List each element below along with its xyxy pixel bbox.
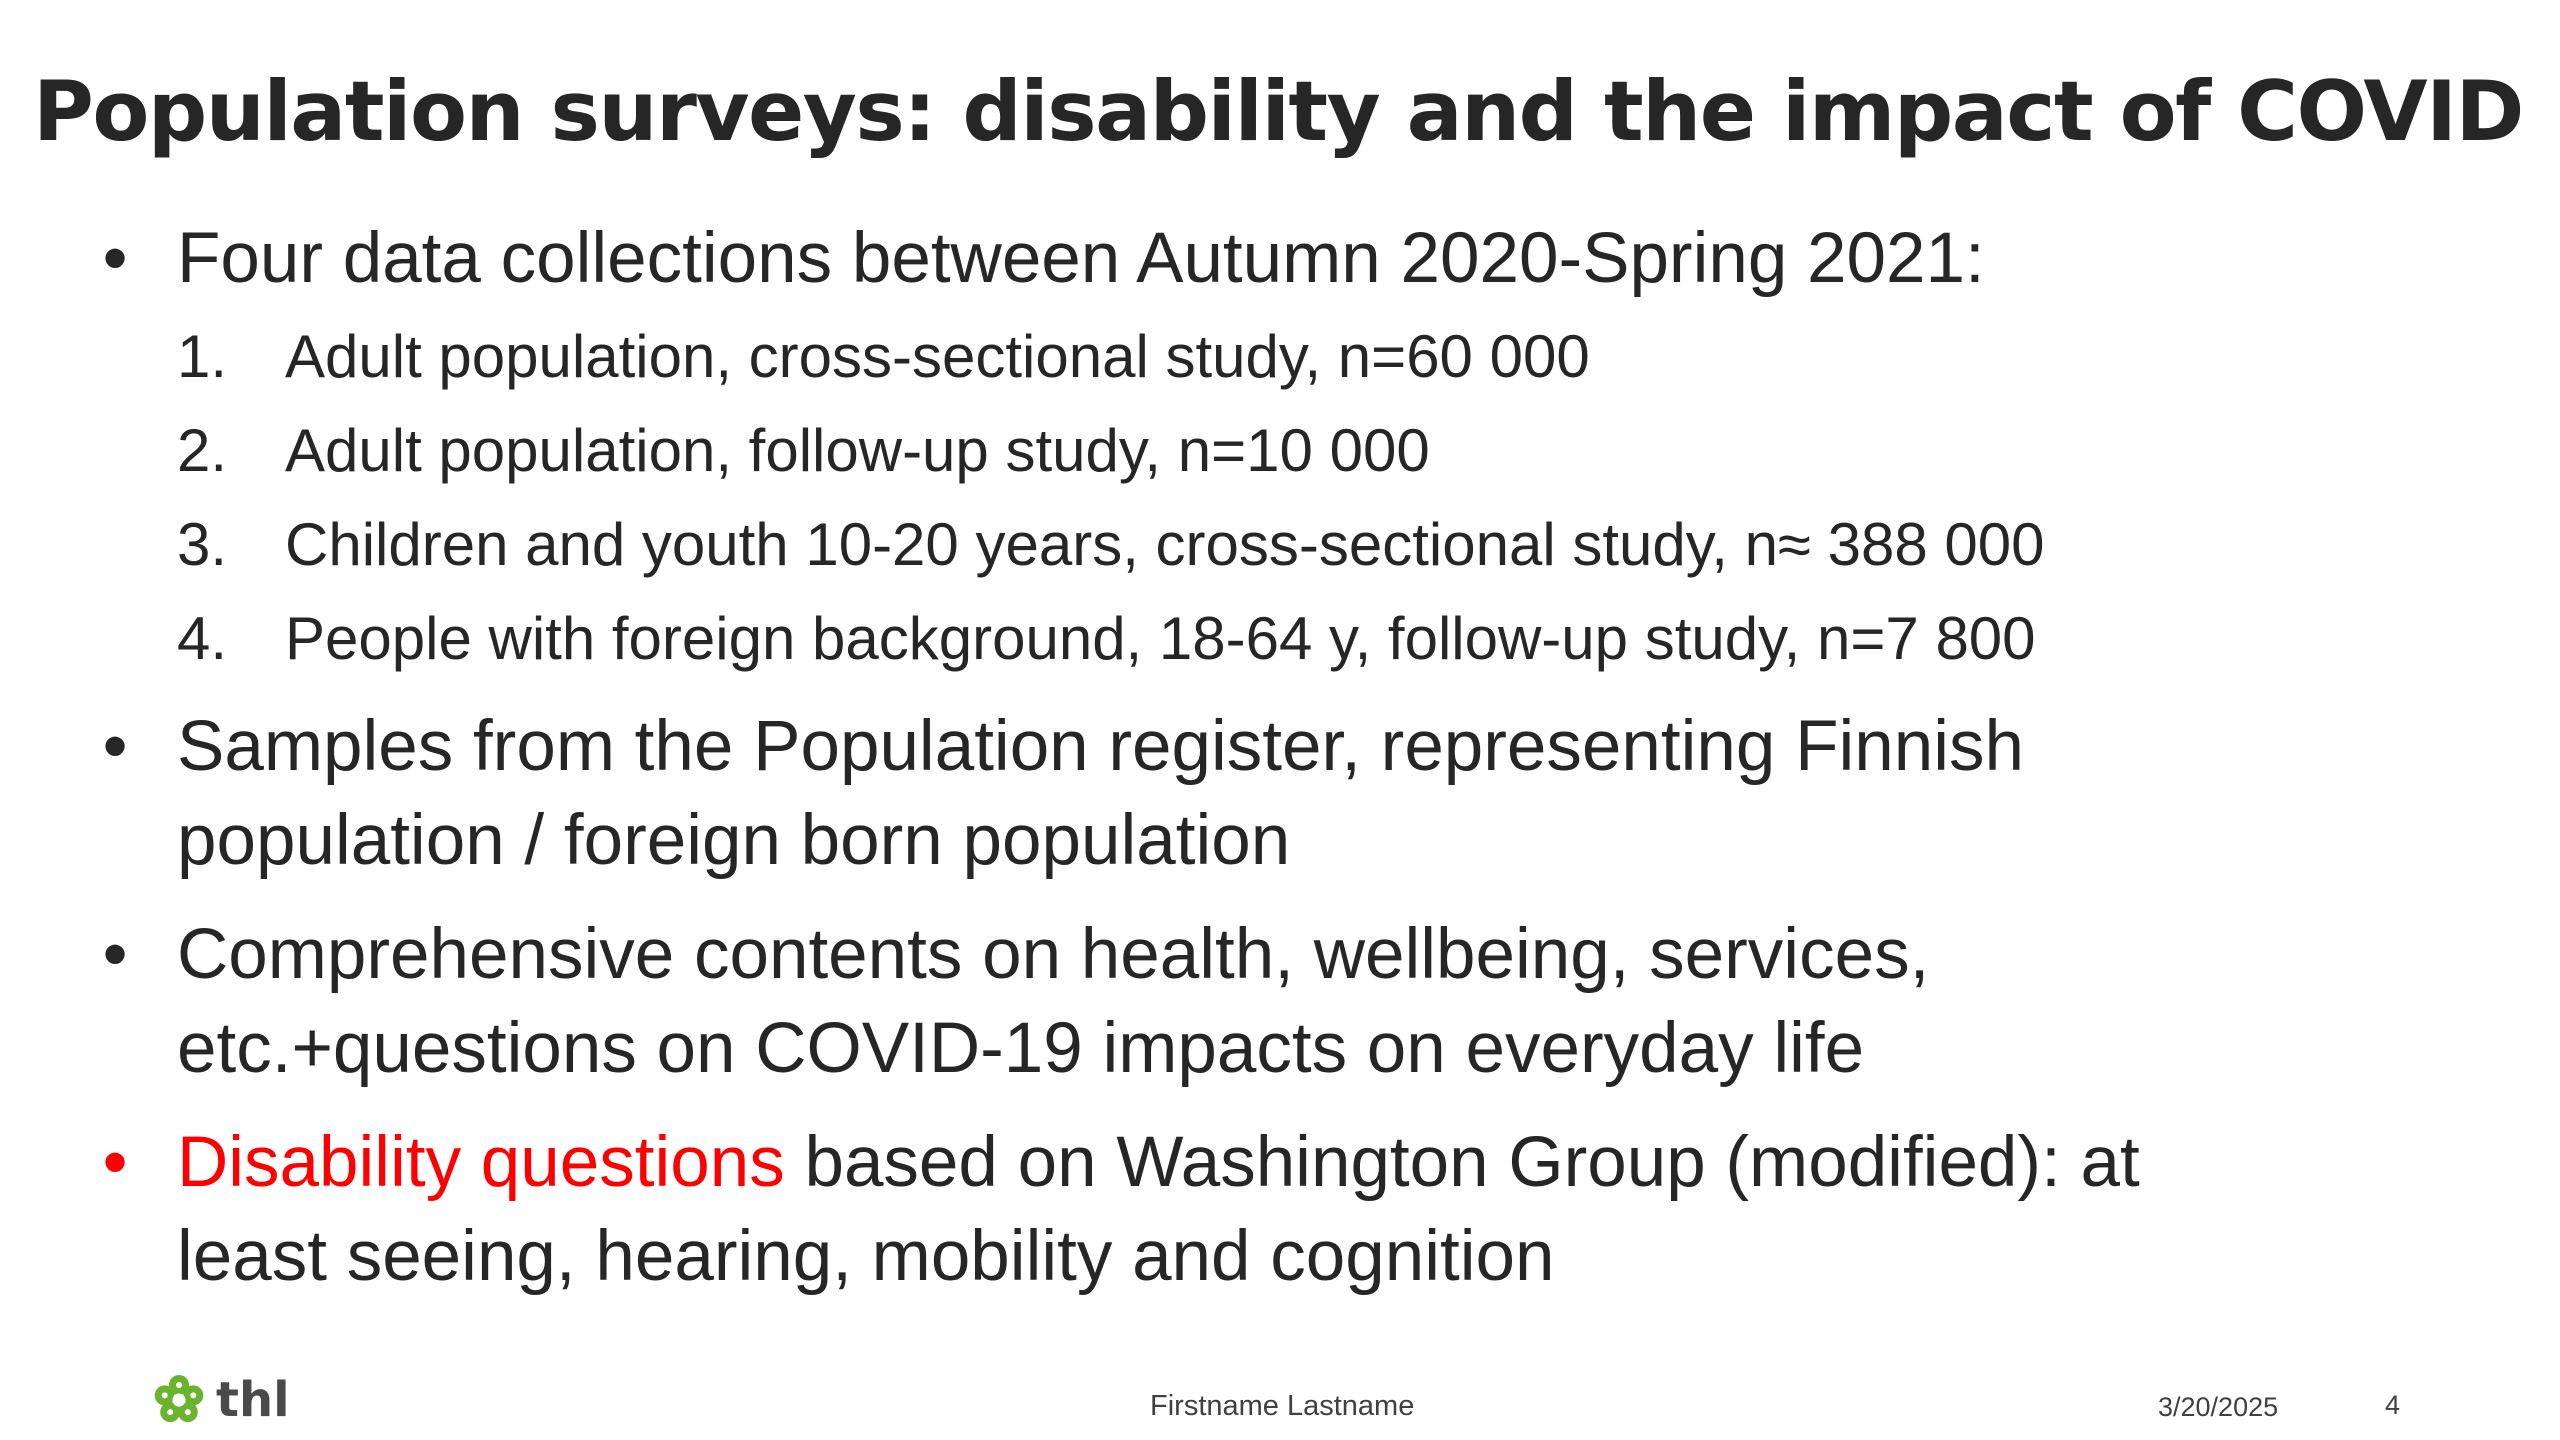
bullet-disability-questions: • Disability questions based on Washingt… — [95, 1116, 2485, 1304]
list-item-text: Children and youth 10-20 years, cross-se… — [285, 511, 2045, 578]
logo-text: thl — [216, 1372, 290, 1428]
list-item: 4. People with foreign background, 18-64… — [177, 592, 2485, 686]
bullet-symbol-red: • — [102, 1123, 128, 1202]
list-item-text: Adult population, follow-up study, n=10 … — [285, 417, 1430, 484]
highlight-text: Disability questions — [177, 1123, 785, 1202]
bullet-line: Disability questions based on Washington… — [177, 1116, 2485, 1210]
bullet-symbol: • — [102, 915, 128, 994]
bullet-contents: • Comprehensive contents on health, well… — [95, 908, 2485, 1096]
page-number: 4 — [2385, 1390, 2401, 1420]
bullet-symbol: • — [102, 219, 128, 298]
bullet-line: population / foreign born population — [177, 801, 1291, 880]
list-item-text: Adult population, cross-sectional study,… — [285, 323, 1590, 390]
bullet-line: least seeing, hearing, mobility and cogn… — [177, 1217, 1555, 1296]
footer-date: 3/20/2025 — [2158, 1392, 2279, 1422]
bullet-line: Comprehensive contents on health, wellbe… — [177, 915, 1930, 994]
bullet-text: Four data collections between Autumn 202… — [177, 219, 1985, 298]
list-item-text: People with foreign background, 18-64 y,… — [285, 605, 2036, 672]
bullet-samples: • Samples from the Population register, … — [95, 700, 2485, 888]
thl-logo: thl — [152, 1372, 290, 1428]
bullet-line-rest: based on Washington Group (modified): at — [784, 1123, 2140, 1202]
list-item: 1. Adult population, cross-sectional stu… — [177, 310, 2485, 404]
list-item-number: 3. — [177, 511, 228, 578]
bullet-data-collections: • Four data collections between Autumn 2… — [95, 212, 2485, 306]
bullet-symbol: • — [102, 707, 128, 786]
list-item: 3. Children and youth 10-20 years, cross… — [177, 498, 2485, 592]
bullet-line: etc.+questions on COVID-19 impacts on ev… — [177, 1009, 1865, 1088]
list-item-number: 4. — [177, 605, 228, 672]
slide-content: • Four data collections between Autumn 2… — [95, 212, 2485, 1304]
list-item-number: 1. — [177, 323, 228, 390]
thl-flower-logo-icon — [152, 1373, 206, 1427]
list-item: 2. Adult population, follow-up study, n=… — [177, 404, 2485, 498]
numbered-list: 1. Adult population, cross-sectional stu… — [177, 310, 2485, 686]
list-item-number: 2. — [177, 417, 228, 484]
bullet-line: Samples from the Population register, re… — [177, 707, 2024, 786]
slide-title: Population surveys: disability and the i… — [33, 63, 2524, 160]
footer-author: Firstname Lastname — [1150, 1390, 1415, 1422]
